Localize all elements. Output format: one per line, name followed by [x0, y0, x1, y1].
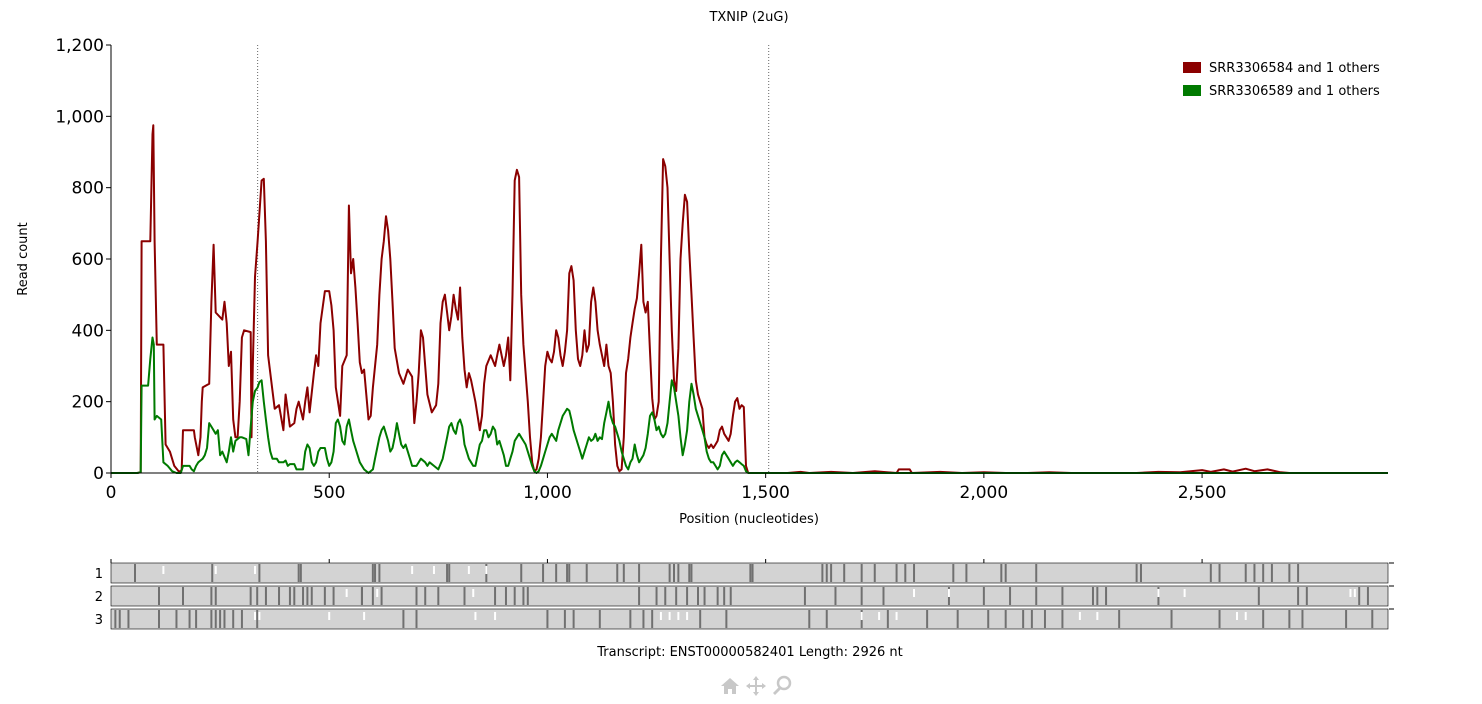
y-tick-label: 600 [72, 250, 104, 270]
frame-label: 2 [95, 590, 103, 605]
x-tick-label: 500 [313, 483, 345, 503]
axes: 0 200 400 600 800 1,000 1,200 0 500 1,000 1,500 2,0… [55, 36, 1388, 503]
x-tick-label: 2,500 [1178, 483, 1227, 503]
x-tick-label: 2,000 [960, 483, 1009, 503]
y-tick-label: 800 [72, 179, 104, 199]
transcript-label: Transcript: ENST00000582401 Length: 2926… [596, 645, 902, 660]
frame-row-2: 2 [95, 585, 1394, 607]
pan-button[interactable] [745, 675, 767, 697]
y-tick-label: 1,200 [55, 36, 104, 56]
frame-track [110, 608, 1389, 630]
home-button[interactable] [719, 675, 741, 697]
frame-row-1: 1 [95, 562, 1394, 584]
plot-toolbar [719, 675, 793, 697]
legend: SRR3306584 and 1 others SRR3306589 and 1 … [1183, 61, 1380, 99]
x-tick-label: 1,500 [741, 483, 790, 503]
pan-icon [746, 676, 766, 696]
frame-row-3: 3 [95, 608, 1394, 630]
legend-label-2: SRR3306589 and 1 others [1209, 84, 1380, 99]
y-tick-label: 200 [72, 393, 104, 413]
zoom-icon [773, 675, 792, 695]
y-tick-label: 0 [93, 464, 104, 484]
x-axis-label: Position (nucleotides) [679, 512, 819, 527]
chart-title: TXNIP (2uG) [708, 10, 788, 25]
legend-swatch-2 [1183, 85, 1201, 96]
legend-label-1: SRR3306584 and 1 others [1209, 61, 1380, 76]
x-tick-label: 0 [106, 483, 117, 503]
cds-markers [257, 45, 770, 473]
series-line-2 [111, 336, 1388, 474]
frame-label: 1 [95, 567, 103, 582]
zoom-button[interactable] [771, 675, 793, 697]
frame-track [110, 585, 1389, 607]
legend-swatch-1 [1183, 62, 1201, 73]
y-axis-label: Read count [16, 222, 31, 295]
frame-label: 3 [95, 613, 103, 628]
series-lines [111, 124, 1388, 474]
series-line-1 [111, 124, 1388, 474]
y-tick-label: 1,000 [55, 107, 104, 127]
reading-frames-panel: 1 2 3 [95, 559, 1394, 630]
x-tick-label: 1,000 [523, 483, 572, 503]
home-icon [721, 678, 739, 694]
y-tick-label: 400 [72, 321, 104, 341]
